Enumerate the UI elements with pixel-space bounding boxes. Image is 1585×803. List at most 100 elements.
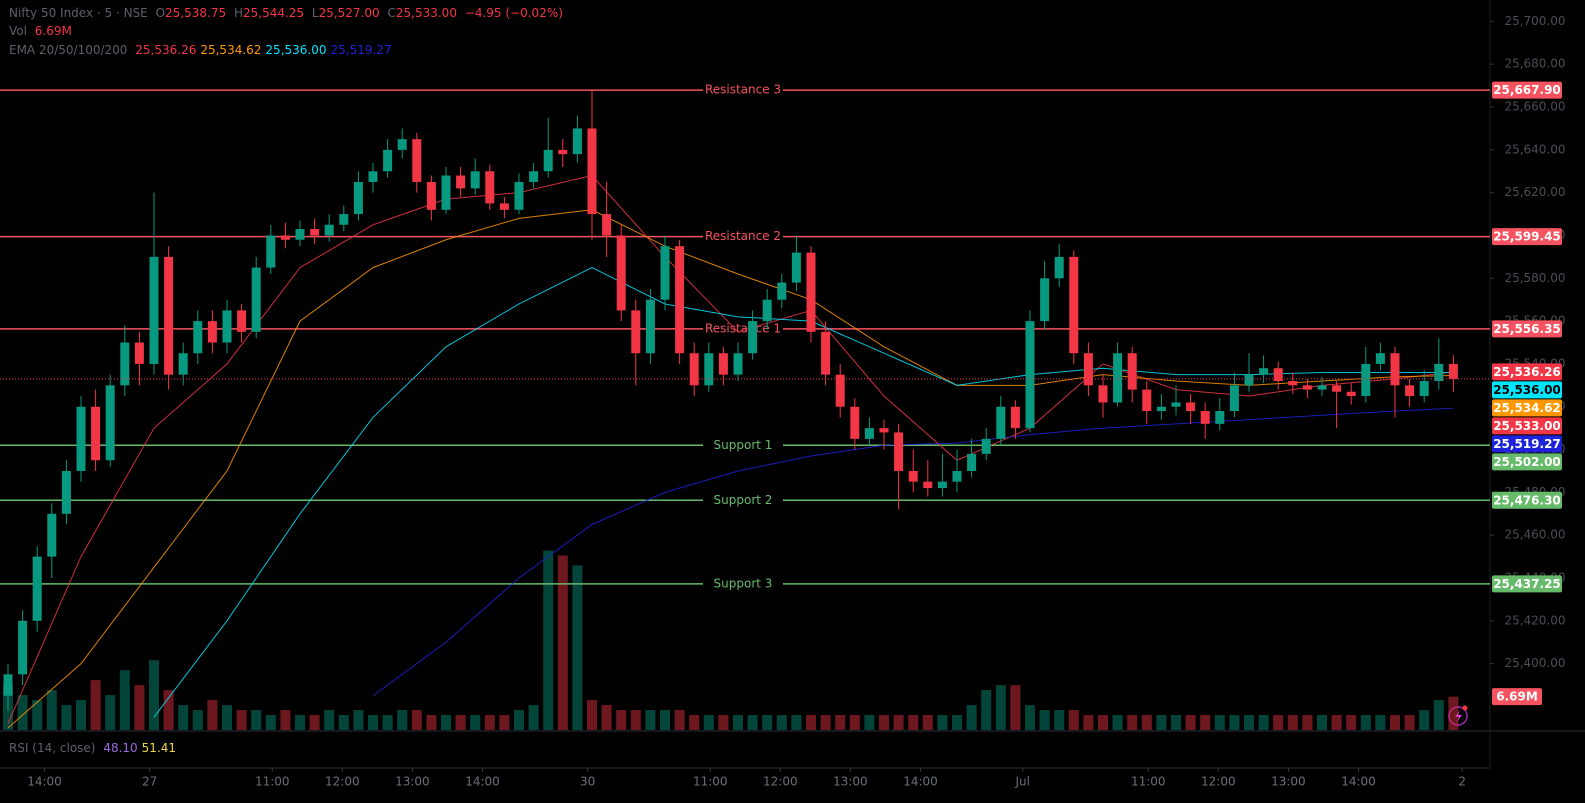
volume-badge-label: 6.69M <box>1496 690 1538 704</box>
volume-bar <box>455 715 466 730</box>
volume-bar <box>995 685 1006 730</box>
price-badge-label: 25,533.00 <box>1493 419 1561 433</box>
volume-bar <box>528 705 539 730</box>
ema-line <box>372 407 1454 697</box>
volume-bar <box>338 715 349 730</box>
price-badge <box>1492 491 1562 509</box>
volume-bar <box>1302 715 1313 730</box>
volume-bar <box>280 710 291 730</box>
volume-bar <box>1244 715 1254 730</box>
volume-bar <box>893 715 904 730</box>
volume-bar <box>1083 715 1094 730</box>
y-tick-label: 25,700.00 <box>1504 14 1565 28</box>
volume-bar <box>382 715 393 730</box>
volume-bar <box>1229 715 1240 730</box>
price-badge-label: 25,534.62 <box>1493 401 1561 415</box>
candle-body <box>178 353 188 375</box>
price-badge-label: 25,476.30 <box>1493 493 1561 507</box>
volume-bar <box>1346 715 1357 730</box>
volume-bar <box>718 715 729 730</box>
volume-bar <box>1010 685 1021 730</box>
volume-bar <box>265 715 276 730</box>
volume-bar <box>616 710 627 730</box>
lightning-icon[interactable] <box>1448 705 1468 726</box>
candle-body <box>616 235 626 311</box>
volume-bar <box>966 705 977 730</box>
price-badge-label: 25,556.35 <box>1493 322 1561 336</box>
volume-bar <box>587 700 597 730</box>
volume-bar <box>207 700 218 730</box>
candle-body <box>1025 321 1035 429</box>
volume-bar <box>820 715 831 730</box>
volume-bar <box>426 715 437 730</box>
volume-bar <box>1141 715 1152 730</box>
ema-value: 25,536.26 <box>135 43 197 57</box>
volume-bar <box>1171 715 1181 730</box>
volume-bar <box>324 710 335 730</box>
icon-bolt <box>1455 710 1462 723</box>
x-tick-label: 14:00 <box>1341 775 1376 789</box>
candle-body <box>1040 278 1050 322</box>
y-tick-label: 25,660.00 <box>1504 100 1565 114</box>
candle-body <box>1113 353 1123 403</box>
volume-bar <box>1448 696 1459 730</box>
y-tick-label: 25,400.00 <box>1504 656 1565 670</box>
candle-body <box>1419 381 1429 397</box>
volume-bar <box>1200 715 1211 730</box>
candle-body <box>470 171 480 189</box>
x-tick-label: 30 <box>580 775 595 789</box>
x-tick-label: 27 <box>142 775 157 789</box>
volume-bar <box>149 660 159 730</box>
candle-body <box>426 181 436 210</box>
volume-bar <box>908 715 919 730</box>
volume-bar <box>1404 715 1415 730</box>
volume-bar <box>1258 715 1269 730</box>
x-tick-label: 11:00 <box>255 775 290 789</box>
price-badge-label: 25,599.45 <box>1493 230 1561 244</box>
volume-bar <box>835 715 846 730</box>
level-label-bg <box>703 228 783 245</box>
candle-body <box>996 406 1006 439</box>
volume-bar <box>32 700 43 730</box>
legend-line-3: EMA 20/50/100/200 25,536.26 25,534.62 25,5… <box>9 41 396 59</box>
candle-body <box>1200 411 1210 424</box>
volume-bar <box>572 565 583 730</box>
candle-body <box>514 181 524 210</box>
volume-bar <box>368 715 378 730</box>
candle-body <box>251 267 261 332</box>
candle-body <box>383 149 393 172</box>
volume-bar <box>1054 710 1065 730</box>
volume-title: Vol <box>9 24 27 38</box>
legend-line-2: Vol 6.69M <box>9 22 76 40</box>
y-tick-label: 25,580.00 <box>1504 271 1565 285</box>
x-tick-label: 13:00 <box>833 775 868 789</box>
volume-bar <box>1185 715 1196 730</box>
volume-bar <box>134 685 145 730</box>
rsi-legend: RSI (14, close) 48.10 51.41 <box>9 739 180 757</box>
volume-bar <box>1419 710 1430 730</box>
candle-body <box>280 235 290 240</box>
volume-bar <box>178 705 189 730</box>
price-badge <box>1492 381 1562 399</box>
candle-body <box>412 139 422 182</box>
level-label-bg <box>703 492 783 509</box>
price-badge <box>1492 575 1562 593</box>
candle-body <box>1069 256 1079 354</box>
candle-body <box>441 175 451 210</box>
x-tick-label: 12:00 <box>1201 775 1236 789</box>
x-tick-label: 14:00 <box>903 775 938 789</box>
ema-title: EMA 20/50/100/200 <box>9 43 128 57</box>
candle-body <box>791 252 801 283</box>
candle-body <box>645 299 655 354</box>
candle-body <box>631 310 641 354</box>
volume-bar <box>397 710 408 730</box>
x-tick-label: 11:00 <box>1131 775 1166 789</box>
volume-bar <box>630 710 641 730</box>
candle-body <box>222 310 232 343</box>
candle-body <box>587 128 597 215</box>
volume-bar <box>1390 715 1400 730</box>
y-tick-label: 25,460.00 <box>1504 528 1565 542</box>
volume-bar <box>937 715 948 730</box>
